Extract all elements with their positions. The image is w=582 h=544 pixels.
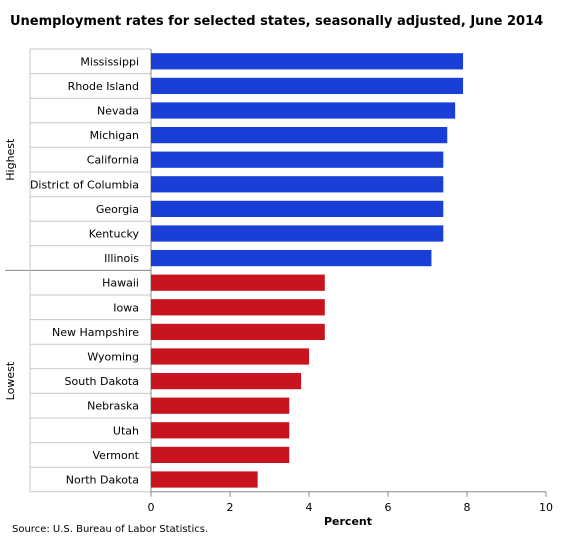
bar [151, 299, 325, 316]
category-label: North Dakota [66, 474, 139, 487]
category-label: Kentucky [89, 228, 140, 241]
category-label: Nebraska [87, 400, 139, 413]
bars [151, 53, 464, 488]
bar [151, 53, 464, 70]
category-label: District of Columbia [30, 178, 139, 191]
x-tick-label: 6 [385, 501, 392, 514]
category-label: Iowa [113, 301, 139, 314]
category-label: California [87, 154, 139, 167]
bar [151, 323, 325, 341]
category-label: Illinois [104, 252, 139, 265]
x-tick-label: 8 [464, 501, 471, 514]
axes [5, 48, 547, 497]
category-label: Michigan [90, 129, 139, 142]
category-label: Georgia [96, 203, 139, 216]
group-label: Highest [4, 138, 17, 181]
bar [151, 446, 290, 464]
bar [151, 249, 432, 267]
category-label: South Dakota [65, 375, 139, 388]
category-labels: Mississippi Rhode Island Nevada Michigan Cal… [4, 55, 140, 486]
bar [151, 200, 444, 218]
x-tick-label: 10 [539, 501, 553, 514]
category-label: Mississippi [80, 55, 139, 68]
source-note: Source: U.S. Bureau of Labor Statistics. [12, 524, 209, 535]
category-label: Hawaii [102, 277, 139, 290]
category-label: Vermont [93, 449, 140, 462]
bar [151, 397, 290, 414]
x-tick-label: 4 [306, 501, 313, 514]
bar [151, 102, 456, 119]
bar [151, 274, 325, 291]
x-axis-label: Percent [324, 515, 372, 528]
bar [151, 372, 302, 390]
x-tick-label: 2 [227, 501, 234, 514]
group-label: Lowest [4, 361, 17, 400]
x-tick-labels: 0 2 4 6 8 10 [148, 501, 554, 514]
x-tick-label: 0 [148, 501, 155, 514]
bar [151, 225, 444, 242]
bar [151, 126, 448, 144]
category-label: New Hampshire [52, 326, 139, 339]
bar [151, 348, 309, 365]
bar [151, 151, 444, 168]
bar [151, 176, 444, 193]
category-label: Utah [113, 424, 139, 437]
category-label: Nevada [97, 105, 139, 118]
category-label: Rhode Island [68, 80, 139, 93]
bar [151, 77, 464, 95]
bar [151, 422, 290, 439]
category-label: Wyoming [87, 351, 139, 364]
bar [151, 471, 258, 488]
chart-title: Unemployment rates for selected states, … [10, 14, 544, 29]
